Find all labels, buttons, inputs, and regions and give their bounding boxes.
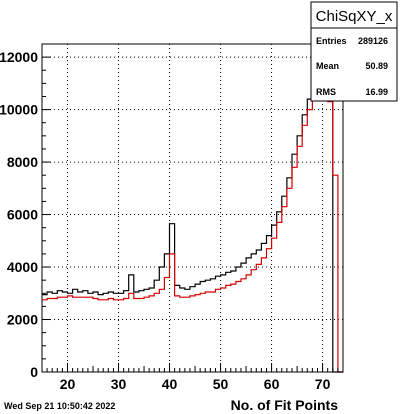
x-axis-title: No. of Fit Points bbox=[231, 397, 339, 413]
histogram-series bbox=[42, 59, 343, 373]
stats-entries-label: Entries bbox=[316, 36, 347, 46]
stats-mean-value: 50.89 bbox=[365, 61, 388, 71]
x-tick-label: 70 bbox=[315, 376, 331, 392]
y-tick-label: 8000 bbox=[7, 154, 38, 170]
timestamp: Wed Sep 21 10:50:42 2022 bbox=[4, 401, 115, 411]
plot-frame bbox=[41, 43, 344, 373]
stats-rms-value: 16.99 bbox=[365, 87, 388, 97]
axis-tick-labels: 20 30 40 50 60 70 0 2000 4000 6000 8000 10000 12000 bbox=[0, 49, 331, 392]
x-tick-label: 30 bbox=[111, 376, 127, 392]
stats-mean-label: Mean bbox=[316, 61, 339, 71]
y-tick-label: 10000 bbox=[0, 102, 38, 118]
y-tick-label: 4000 bbox=[7, 259, 38, 275]
stats-entries-value: 289126 bbox=[358, 36, 388, 46]
y-tick-label: 0 bbox=[30, 364, 38, 380]
histogram-red-series bbox=[42, 88, 343, 373]
y-tick-label: 6000 bbox=[7, 207, 38, 223]
y-tick-label: 2000 bbox=[7, 312, 38, 328]
x-tick-label: 40 bbox=[162, 376, 178, 392]
histogram-black-series bbox=[42, 59, 343, 373]
stats-box: ChiSqXY_x Entries 289126 Mean 50.89 RMS … bbox=[310, 1, 398, 102]
axis-ticks bbox=[41, 43, 344, 373]
x-tick-label: 60 bbox=[264, 376, 280, 392]
grid-lines bbox=[42, 44, 343, 373]
x-tick-label: 20 bbox=[60, 376, 76, 392]
x-tick-label: 50 bbox=[213, 376, 229, 392]
stats-title: ChiSqXY_x bbox=[316, 8, 393, 25]
stats-rms-label: RMS bbox=[316, 87, 336, 97]
y-tick-label: 12000 bbox=[0, 49, 38, 65]
